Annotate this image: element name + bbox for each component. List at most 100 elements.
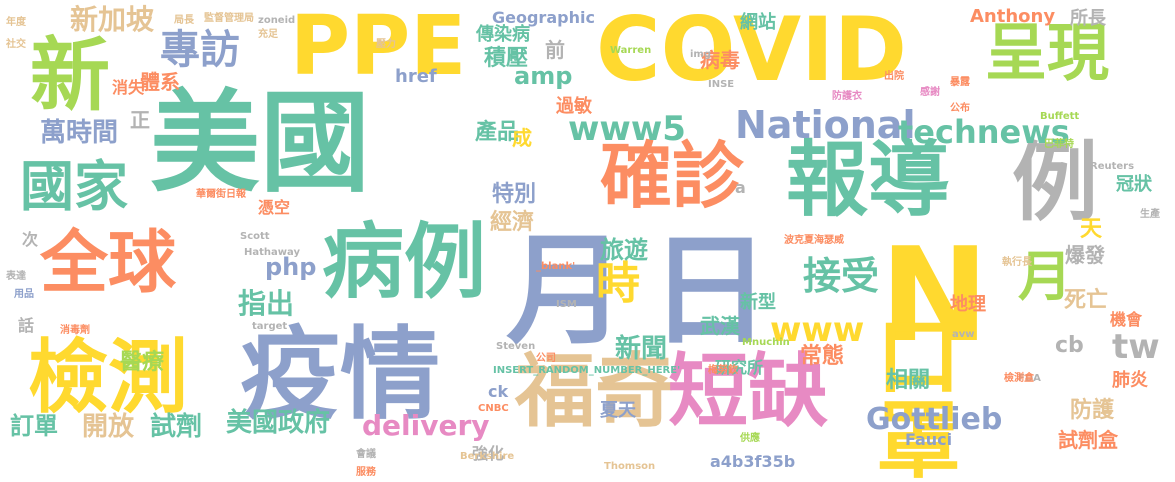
cloud-word: 福奇 <box>515 345 675 438</box>
cloud-word: Hathaway <box>244 247 300 258</box>
cloud-word: PPE <box>290 0 467 94</box>
cloud-word: 正 <box>130 108 150 132</box>
cloud-word: 全球 <box>40 224 177 303</box>
cloud-word: 死亡 <box>1064 288 1109 313</box>
cloud-word: img <box>690 49 712 60</box>
cloud-word: 充足 <box>258 29 278 40</box>
cloud-word: 爆發 <box>1065 243 1105 267</box>
cloud-word: Gottlieb <box>866 402 1003 437</box>
cloud-word: 服務 <box>356 467 376 478</box>
cloud-word: 防護 <box>1070 398 1115 423</box>
cloud-word: 武漢 <box>700 314 740 338</box>
cloud-word: 病毒 <box>700 48 740 72</box>
cloud-word: 病例 <box>322 215 487 310</box>
cloud-word: 確診 <box>600 134 745 218</box>
cloud-word: 美國 <box>150 79 370 207</box>
cloud-word: 梅努欽 <box>708 365 738 376</box>
cloud-word: www5 <box>568 109 686 149</box>
cloud-word: 試劑 <box>150 412 203 442</box>
cloud-word: 成 <box>512 126 532 150</box>
cloud-word: 開放 <box>82 412 135 442</box>
cloud-word: 經濟 <box>490 210 535 235</box>
cloud-word: Geographic <box>492 8 595 27</box>
cloud-word: 專訪 <box>160 27 240 73</box>
cloud-word: 例 <box>1012 133 1098 233</box>
cloud-word: zoneid <box>258 15 296 26</box>
cloud-word: 監督管理局 <box>204 13 254 24</box>
cloud-word: 相關 <box>886 368 931 393</box>
cloud-word: 消毒劑 <box>60 325 90 336</box>
cloud-word: 機會 <box>1110 310 1143 329</box>
cloud-word: 暴露 <box>950 77 970 88</box>
cloud-word: technews <box>898 113 1070 151</box>
cloud-word: 新加坡 <box>70 3 155 36</box>
cloud-word: 新 <box>30 29 110 122</box>
cloud-word: 生產 <box>1140 209 1160 220</box>
cloud-word: CNBC <box>478 403 509 414</box>
cloud-word: href <box>395 66 437 87</box>
cloud-word: 試劑盒 <box>1058 428 1118 452</box>
cloud-word: ck <box>488 382 509 401</box>
cloud-word: 肺炎 <box>1112 370 1148 391</box>
cloud-word: 傳染病 <box>476 24 530 45</box>
cloud-word: Anthony <box>970 6 1056 27</box>
cloud-word: _blank' <box>536 261 576 272</box>
cloud-word: 訂單 <box>10 412 58 440</box>
cloud-word: 檢測 <box>28 331 188 424</box>
cloud-word: target <box>252 321 288 332</box>
cloud-word: 網站 <box>740 12 776 33</box>
cloud-word: a4b3f35b <box>710 452 796 471</box>
cloud-word: Steven <box>496 341 536 352</box>
cloud-word: 公司 <box>536 353 556 364</box>
cloud-word: 新型 <box>740 292 776 313</box>
cloud-word: 檢測盒 <box>1004 373 1034 384</box>
cloud-word: 所長 <box>1070 8 1106 29</box>
cloud-word: INSERT_RANDOM_NUMBER_HERE' <box>493 365 681 376</box>
cloud-word: 美國政府 <box>226 408 331 438</box>
cloud-word: 消失 <box>112 78 145 97</box>
cloud-word: a <box>735 178 746 197</box>
cloud-word: 特別 <box>492 182 537 207</box>
cloud-word: 萬時間 <box>40 118 119 148</box>
cloud-word: www <box>770 310 865 350</box>
cloud-word: 研究所 <box>715 358 764 377</box>
cloud-word: 天 <box>1080 217 1103 242</box>
cloud-word: 社交 <box>6 39 26 50</box>
cloud-word: Warren <box>610 45 652 56</box>
cloud-word: 感謝 <box>920 87 940 98</box>
cloud-word: amp <box>514 62 573 90</box>
cloud-word: 年度 <box>6 17 26 28</box>
cloud-word: 巴菲特 <box>1044 139 1074 150</box>
cloud-word: cb <box>1055 333 1084 358</box>
cloud-word: 防護衣 <box>832 91 862 102</box>
cloud-word: 會議 <box>356 449 376 460</box>
cloud-word: 憑空 <box>258 198 291 217</box>
cloud-word: 產品 <box>475 120 520 145</box>
cloud-word: COVID <box>596 0 907 101</box>
cloud-word: avw <box>952 329 975 340</box>
cloud-word: Reuters <box>1090 161 1135 172</box>
cloud-word: 波克夏海瑟威 <box>784 235 844 246</box>
cloud-word: 出院 <box>884 71 904 82</box>
cloud-word: 供應 <box>740 433 760 444</box>
cloud-word: 短缺 <box>668 345 828 438</box>
cloud-word: N <box>880 219 989 371</box>
cloud-word: 新聞 <box>615 334 668 364</box>
cloud-word: 指出 <box>238 287 295 320</box>
cloud-word: FDA <box>1018 373 1041 384</box>
cloud-word: 話 <box>18 316 35 335</box>
cloud-word: Mnuchin <box>742 337 790 348</box>
cloud-word: 國家 <box>20 155 128 218</box>
cloud-word: 地理 <box>950 294 986 315</box>
cloud-word: 疫情 <box>240 316 440 433</box>
cloud-word: 常態 <box>800 344 845 369</box>
cloud-word: 表達 <box>6 271 26 282</box>
cloud-word: 日 <box>650 222 770 361</box>
cloud-word: tw <box>1112 327 1160 367</box>
cloud-word: 華爾街日報 <box>196 189 246 200</box>
cloud-word: 次 <box>22 230 39 249</box>
cloud-word: 夏天 <box>600 400 636 421</box>
cloud-word: 口罩 <box>863 312 961 480</box>
cloud-word: 過敏 <box>556 96 592 117</box>
